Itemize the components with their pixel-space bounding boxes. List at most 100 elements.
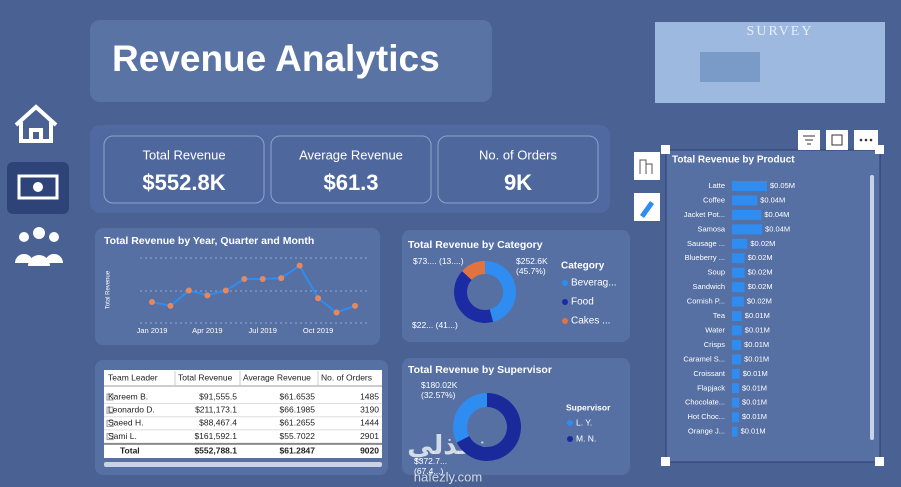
y-tick-label: Cornish P... — [687, 297, 725, 306]
donut-slice — [456, 393, 521, 461]
donut-slice — [453, 393, 487, 443]
label-box: $73.... (13....) — [413, 256, 464, 266]
table-cell: Sami L. — [108, 431, 137, 441]
kpi-card — [270, 135, 432, 204]
handle[interactable] — [661, 457, 670, 466]
legend-title: Category — [561, 261, 605, 272]
people-icon[interactable] — [33, 227, 45, 239]
value-label: $0.02M — [748, 253, 773, 262]
bar — [732, 181, 767, 191]
watermark: nafezly.com — [414, 469, 482, 484]
y-tick-label: Water — [705, 325, 725, 334]
logo-image — [655, 22, 885, 103]
home-icon[interactable] — [14, 104, 58, 143]
kpi-value: $552.8K — [142, 170, 225, 195]
bar — [732, 267, 745, 278]
table-cell: $161,592.1 — [194, 431, 237, 441]
legend-swatch[interactable] — [567, 436, 573, 442]
label-box: $180.02K (32.57%) — [421, 380, 457, 400]
kpi-label: Total Revenue — [142, 147, 225, 162]
donut-slice — [462, 261, 485, 280]
value-label: $0.02M — [748, 282, 773, 291]
bar — [732, 253, 745, 264]
tool-icon — [640, 201, 654, 218]
legend-title: Supervisor — [566, 402, 611, 412]
kpi-label: No. of Orders — [479, 147, 558, 162]
y-tick-label: Latte — [708, 181, 725, 190]
money-icon — [33, 182, 43, 192]
legend-label[interactable]: M. N. — [576, 433, 596, 443]
value-label: $0.05M — [770, 181, 795, 190]
label-box: $22... (41...) — [412, 320, 458, 330]
grid-line — [140, 257, 370, 324]
chart-title: Total Revenue by Product — [672, 155, 795, 166]
page-title: Revenue Analytics — [112, 38, 440, 79]
legend-swatch[interactable] — [562, 318, 568, 324]
people-icon[interactable] — [49, 232, 59, 242]
kpi-label: Average Revenue — [299, 147, 403, 162]
label-box: $252.6K (45.7%) — [516, 256, 548, 276]
point — [352, 302, 358, 309]
expand-box[interactable] — [106, 393, 114, 401]
point — [167, 302, 174, 309]
legend-label[interactable]: Beverag... — [571, 278, 617, 289]
table-cell: 1444 — [360, 418, 379, 428]
money-icon — [17, 174, 59, 200]
chart-title: Total Revenue by Year, Quarter and Month — [104, 235, 314, 247]
expand-box[interactable] — [106, 406, 114, 414]
value-label: $0.01M — [742, 383, 767, 392]
table-cell: $61.6535 — [280, 391, 316, 401]
y-tick-label: Croissant — [693, 369, 726, 378]
value-label: $0.02M — [750, 239, 775, 248]
table-header: Average Revenue — [243, 372, 311, 382]
bar — [732, 412, 739, 423]
dot — [864, 138, 868, 142]
table-total: $552,788.1 — [194, 445, 237, 455]
table-header: Total Revenue — [178, 372, 233, 382]
point — [296, 262, 303, 269]
handle[interactable] — [875, 457, 884, 466]
expand-box[interactable] — [106, 433, 114, 441]
value-label: $0.04M — [764, 210, 789, 219]
y-tick-label: Samosa — [697, 224, 725, 233]
value-label: $0.01M — [742, 398, 767, 407]
table-cell: 3190 — [360, 404, 379, 414]
data-label: $372.7... (67.4...) — [414, 456, 448, 476]
value-label: $0.02M — [748, 268, 773, 277]
y-tick-label: Chocolate... — [685, 398, 725, 407]
legend-swatch[interactable] — [562, 299, 568, 305]
table-cell: $211,173.1 — [195, 404, 237, 414]
point — [222, 287, 229, 294]
focus-button[interactable] — [826, 130, 848, 150]
bar — [732, 238, 748, 249]
point — [204, 292, 211, 299]
table-cell: 1485 — [360, 391, 379, 401]
table-cell: $61.2655 — [280, 418, 316, 428]
legend-label[interactable]: Cakes ... — [571, 316, 610, 327]
donut-slice — [453, 271, 494, 323]
handle[interactable] — [875, 145, 884, 154]
legend-swatch[interactable] — [562, 280, 568, 286]
y-axis-label: Total Revenue — [106, 270, 112, 309]
kpi-card — [437, 135, 599, 204]
x-tick-label: Oct 2019 — [303, 326, 333, 335]
logo-art — [700, 52, 760, 82]
chart-title: Total Revenue by Supervisor — [408, 364, 552, 376]
y-tick-label: Blueberry ... — [685, 253, 725, 262]
expand-box[interactable] — [106, 419, 114, 427]
dot — [859, 138, 863, 142]
value-label: $0.01M — [744, 340, 769, 349]
people-icon[interactable] — [19, 232, 29, 242]
filter-icon — [803, 135, 815, 145]
people-icon[interactable] — [15, 254, 63, 266]
legend-swatch[interactable] — [567, 420, 573, 426]
y-tick-label: Caramel S... — [683, 354, 725, 363]
visual-tool[interactable] — [634, 152, 660, 180]
handle[interactable] — [661, 145, 670, 154]
title-panel — [90, 20, 492, 102]
table-total: $61.2847 — [280, 445, 316, 455]
value-label: $0.01M — [741, 427, 766, 436]
legend-label[interactable]: L. Y. — [576, 417, 592, 427]
legend-label[interactable]: Food — [571, 297, 594, 308]
